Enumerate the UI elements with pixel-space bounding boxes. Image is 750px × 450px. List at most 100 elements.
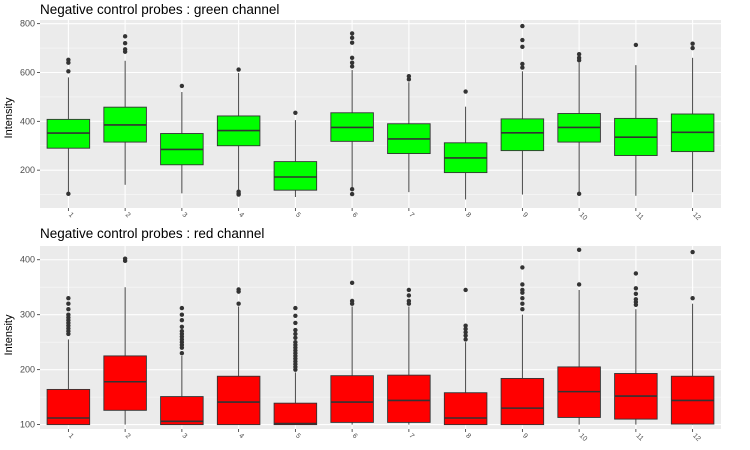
outlier-point bbox=[576, 247, 582, 253]
box-group-4 bbox=[216, 67, 261, 197]
outlier-point bbox=[66, 296, 71, 301]
outlier-point bbox=[576, 55, 582, 61]
outlier-point bbox=[520, 65, 525, 70]
x-tick-label: 5 bbox=[294, 432, 302, 440]
x-tick-label: 5 bbox=[294, 211, 302, 219]
outlier-point bbox=[66, 57, 71, 62]
box-group-8 bbox=[443, 287, 488, 426]
outlier-point bbox=[690, 41, 695, 46]
red-chart-title: Negative control probes : red channel bbox=[40, 226, 264, 241]
box-group-8 bbox=[443, 89, 488, 200]
outlier-point bbox=[349, 298, 355, 304]
outlier-point bbox=[463, 337, 468, 342]
outlier-point bbox=[576, 51, 582, 57]
box-group-4 bbox=[216, 287, 261, 426]
outlier-point bbox=[520, 23, 525, 29]
outlier-point bbox=[406, 73, 412, 79]
x-tick-label: 1 bbox=[67, 432, 75, 440]
x-tick-label: 10 bbox=[578, 211, 589, 222]
outlier-point bbox=[293, 331, 298, 337]
box-group-2 bbox=[103, 34, 147, 185]
box-group-12 bbox=[670, 41, 715, 193]
outlier-point bbox=[520, 287, 525, 293]
box-group-6 bbox=[330, 31, 374, 197]
outlier-point bbox=[576, 282, 582, 287]
red-x-axis: 1 2 3 4 5 6 7 8 9 10 11 12 bbox=[67, 429, 702, 443]
outlier-point bbox=[293, 313, 298, 318]
x-tick-label: 6 bbox=[351, 211, 359, 219]
outlier-point bbox=[179, 83, 185, 89]
red-boxes bbox=[46, 247, 715, 426]
outlier-point bbox=[349, 187, 355, 192]
outlier-point bbox=[179, 328, 185, 334]
box bbox=[500, 377, 545, 426]
x-tick-label: 2 bbox=[124, 432, 132, 440]
box-group-3 bbox=[160, 83, 204, 194]
x-tick-label: 4 bbox=[237, 432, 245, 440]
y-tick-label: 400 bbox=[20, 255, 35, 265]
outlier-point bbox=[66, 69, 71, 74]
box-group-11 bbox=[614, 271, 658, 425]
outlier-point bbox=[633, 297, 639, 302]
box-group-9 bbox=[500, 265, 545, 426]
red-plot-background bbox=[40, 246, 721, 429]
x-tick-label: 8 bbox=[464, 211, 472, 219]
outlier-point bbox=[179, 305, 185, 311]
box bbox=[46, 388, 91, 426]
outlier-point bbox=[179, 350, 185, 356]
outlier-point bbox=[293, 335, 298, 340]
outlier-point bbox=[66, 301, 71, 306]
outlier-point bbox=[293, 327, 298, 333]
outlier-point bbox=[349, 191, 355, 197]
outlier-point bbox=[349, 55, 355, 61]
x-tick-label: 12 bbox=[691, 432, 702, 443]
outlier-point bbox=[690, 249, 695, 255]
box bbox=[387, 374, 431, 423]
box-group-3 bbox=[160, 305, 204, 426]
x-tick-label: 9 bbox=[521, 211, 529, 219]
y-tick-label: 600 bbox=[20, 67, 35, 77]
y-tick-label: 100 bbox=[20, 420, 35, 430]
outlier-point bbox=[520, 296, 525, 301]
box bbox=[216, 375, 261, 426]
outlier-point bbox=[520, 37, 525, 43]
outlier-point bbox=[520, 44, 525, 50]
outlier-point bbox=[633, 271, 639, 276]
outlier-point bbox=[576, 191, 582, 197]
outlier-point bbox=[293, 320, 298, 326]
x-tick-label: 6 bbox=[351, 432, 359, 440]
outlier-point bbox=[122, 47, 128, 52]
green-x-axis: 1 2 3 4 5 6 7 8 9 10 11 12 bbox=[67, 208, 702, 222]
box bbox=[330, 375, 374, 423]
x-tick-label: 3 bbox=[180, 432, 188, 440]
outlier-point bbox=[349, 64, 355, 69]
outlier-point bbox=[520, 306, 525, 312]
outlier-point bbox=[406, 77, 412, 82]
outlier-point bbox=[293, 339, 298, 345]
red-y-axis: 100 200 300 400 bbox=[20, 255, 40, 430]
x-tick-label: 4 bbox=[237, 211, 245, 219]
outlier-point bbox=[179, 324, 185, 329]
outlier-point bbox=[406, 287, 412, 293]
outlier-point bbox=[463, 326, 468, 332]
outlier-point bbox=[520, 265, 525, 270]
x-tick-label: 2 bbox=[124, 211, 132, 219]
box-group-2 bbox=[103, 256, 147, 425]
green-channel-panel: Negative control probes : green channel … bbox=[3, 2, 721, 222]
outlier-point bbox=[463, 330, 468, 335]
x-tick-label: 12 bbox=[691, 211, 702, 222]
outlier-point bbox=[66, 312, 71, 317]
green-y-axis-label: Intensity bbox=[3, 97, 15, 138]
box-group-9 bbox=[500, 23, 545, 195]
box-group-6 bbox=[330, 280, 374, 425]
outlier-point bbox=[633, 291, 639, 297]
x-tick-label: 10 bbox=[578, 432, 589, 443]
green-boxes bbox=[46, 23, 715, 200]
green-y-axis: 200 400 600 800 bbox=[20, 19, 40, 175]
outlier-point bbox=[179, 317, 185, 323]
outlier-point bbox=[236, 67, 241, 72]
outlier-point bbox=[463, 323, 468, 328]
box bbox=[443, 392, 488, 426]
outlier-point bbox=[520, 282, 525, 287]
